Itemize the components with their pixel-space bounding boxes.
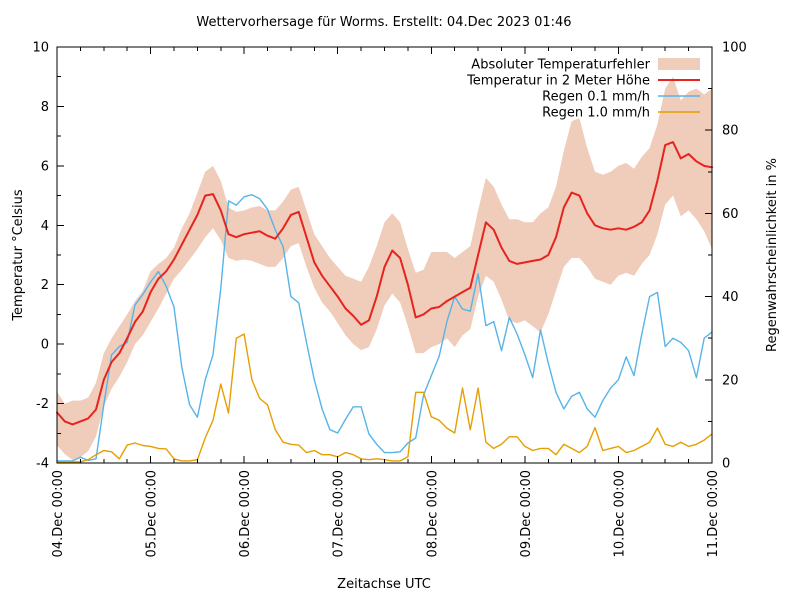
left-tick-label: 6 (41, 159, 49, 174)
legend-label: Temperatur in 2 Meter Höhe (466, 74, 650, 89)
x-tick-label: 07.Dec 00:00 (332, 470, 347, 557)
rain-01-line (56, 193, 713, 462)
x-tick-label: 04.Dec 00:00 (51, 470, 66, 557)
left-axis-label: Temperatur °Celsius (11, 189, 26, 322)
legend-label: Absoluter Temperaturfehler (471, 58, 650, 73)
right-axis-label: Regenwahrscheinlichkeit in % (765, 158, 780, 352)
right-tick-label: 40 (722, 290, 739, 305)
x-tick-label: 08.Dec 00:00 (425, 470, 440, 557)
left-tick-label: 4 (41, 219, 49, 234)
right-tick-label: 60 (722, 207, 739, 222)
legend-label: Regen 0.1 mm/h (542, 90, 650, 105)
rain-10-line (56, 333, 713, 463)
x-tick-label: 10.Dec 00:00 (612, 470, 627, 557)
x-tick-label: 09.Dec 00:00 (519, 470, 534, 557)
x-tick-label: 06.Dec 00:00 (238, 470, 253, 557)
left-tick-label: -2 (36, 397, 49, 412)
legend-label: Regen 1.0 mm/h (542, 106, 650, 121)
left-tick-label: -4 (36, 457, 49, 472)
right-tick-label: 20 (722, 373, 739, 388)
left-tick-label: 10 (32, 41, 49, 56)
chart-title: Wettervorhersage für Worms. Erstellt: 04… (196, 15, 571, 30)
temperature-line (56, 141, 713, 426)
right-tick-label: 100 (722, 41, 747, 56)
left-tick-label: 2 (41, 278, 49, 293)
axis-tick-labels: 04.Dec 00:00 05.Dec 00:00 06.Dec 00:00 07.D… (32, 41, 746, 558)
legend-item: Regen 0.1 mm/h (542, 90, 700, 105)
x-tick-label: 05.Dec 00:00 (145, 470, 160, 557)
legend-band-swatch (658, 58, 700, 70)
x-axis-label: Zeitachse UTC (337, 577, 431, 592)
right-tick-label: 0 (722, 457, 730, 472)
legend-item: Temperatur in 2 Meter Höhe (466, 74, 700, 89)
legend-item: Absoluter Temperaturfehler (471, 58, 700, 73)
right-tick-label: 80 (722, 124, 739, 139)
plot-series (56, 76, 713, 463)
x-tick-label: 11.Dec 00:00 (706, 470, 721, 557)
legend-item: Regen 1.0 mm/h (542, 106, 700, 121)
axis-ticks (56, 46, 713, 464)
left-tick-label: 0 (41, 338, 49, 353)
left-tick-label: 8 (41, 100, 49, 115)
